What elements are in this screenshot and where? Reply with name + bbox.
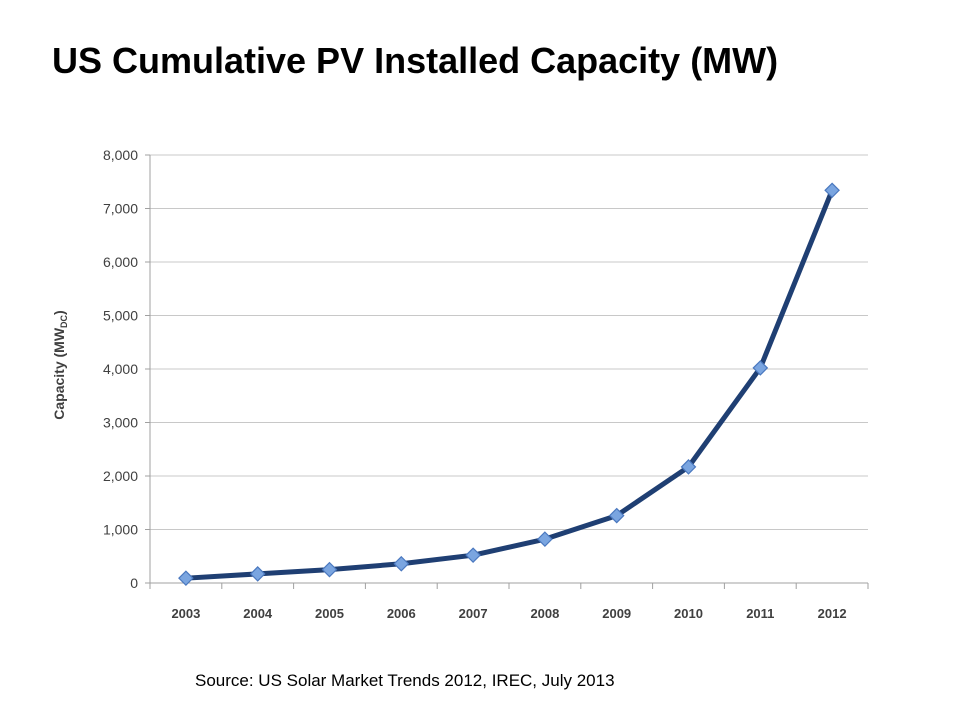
y-tick-label: 6,000 <box>103 254 138 270</box>
x-tick-label: 2012 <box>818 606 847 621</box>
y-tick-label: 3,000 <box>103 415 138 431</box>
x-tick-label: 2004 <box>243 606 273 621</box>
x-tick-label: 2009 <box>602 606 631 621</box>
data-point-marker <box>680 459 697 475</box>
data-point-marker <box>393 555 410 572</box>
y-tick-label: 7,000 <box>103 201 138 217</box>
series-capacity <box>178 182 840 587</box>
y-tick-label: 8,000 <box>103 147 138 163</box>
axes <box>149 155 869 589</box>
y-tick-label: 2,000 <box>103 468 138 484</box>
x-tick-labels: 2003 2004 2005 2006 2007 2008 2009 2010 2011 2012 <box>171 606 846 621</box>
y-tick-label: 5,000 <box>103 308 138 324</box>
y-axis-label: Capacity (MWDC) <box>51 310 69 419</box>
x-tick-label: 2007 <box>459 606 488 621</box>
x-tick-label: 2006 <box>387 606 416 621</box>
slide-title: US Cumulative PV Installed Capacity (MW) <box>52 40 779 81</box>
data-point-marker <box>321 561 338 578</box>
x-tick-label: 2011 <box>746 606 774 621</box>
x-tick-label: 2003 <box>171 606 200 621</box>
series-line <box>183 187 835 581</box>
x-tick-label: 2008 <box>530 606 559 621</box>
y-tick-label: 4,000 <box>103 361 138 377</box>
data-point-marker <box>752 360 769 376</box>
source-note: Source: US Solar Market Trends 2012, IRE… <box>195 671 615 690</box>
y-tick-labels: 0 1,000 2,000 3,000 4,000 5,000 6,000 7,000 8,00… <box>103 147 138 591</box>
x-tick-label: 2010 <box>674 606 703 621</box>
y-tick-label: 0 <box>130 575 138 591</box>
data-point-marker <box>824 182 840 199</box>
data-point-marker <box>608 507 625 524</box>
data-point-marker <box>465 547 481 564</box>
gridlines <box>145 154 868 584</box>
x-tick-label: 2005 <box>315 606 344 621</box>
data-point-marker <box>537 531 553 547</box>
data-point-marker <box>249 566 266 582</box>
data-point-marker <box>178 570 194 587</box>
y-tick-label: 1,000 <box>103 522 138 538</box>
